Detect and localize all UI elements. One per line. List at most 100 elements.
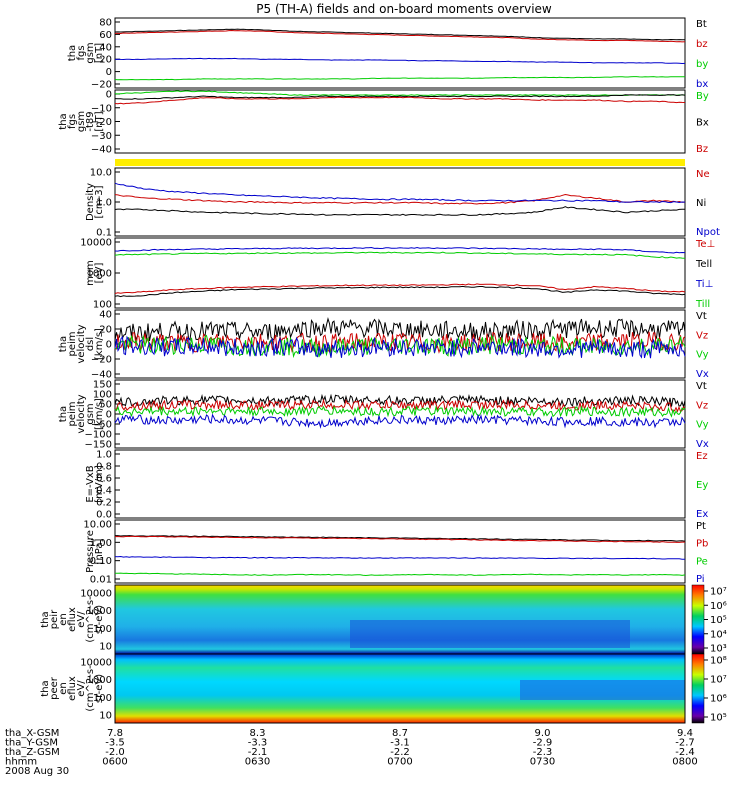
series-5-3 bbox=[114, 335, 686, 359]
ytick-label: 1.0 bbox=[96, 450, 112, 461]
series-8-3 bbox=[114, 555, 685, 560]
ion-colorbar bbox=[691, 584, 705, 655]
panel-2-ylabel-line: gsm bbox=[76, 111, 87, 132]
panel-10-ylabel-line: eV/ bbox=[76, 680, 87, 697]
ytick-label: 1000 bbox=[87, 606, 112, 617]
series-3-0 bbox=[114, 193, 686, 205]
ytick-label: 0.0 bbox=[96, 510, 112, 521]
panel-3-ylabel-line: [cm-3] bbox=[94, 185, 105, 218]
panel-5-frame bbox=[114, 309, 686, 379]
panel-4-ylabel-line: [eV] bbox=[94, 263, 105, 284]
footer-date: 2008 Aug 30 bbox=[5, 766, 69, 777]
ytick-label: 0 bbox=[106, 67, 112, 78]
legend-5-0: Vt bbox=[696, 311, 707, 322]
series-1-0 bbox=[114, 28, 685, 41]
panel-10-ylabel-line: tha bbox=[40, 680, 51, 696]
ytick-label: 1.0 bbox=[96, 198, 112, 209]
legend-6-2: Vy bbox=[696, 420, 709, 431]
ytick-label: 100 bbox=[93, 693, 112, 704]
series-4-2 bbox=[114, 246, 686, 254]
panel-1-ylabel-line: tha bbox=[67, 45, 78, 61]
panel-1-frame bbox=[114, 17, 686, 89]
footer-row-value: -2.3 bbox=[533, 747, 553, 758]
panel-8-ylabel-line: [nPa] bbox=[94, 538, 105, 564]
panel-10-ylabel-line: peer bbox=[49, 676, 60, 700]
ytick-label: 100 bbox=[93, 390, 112, 401]
legend-7-2: Ex bbox=[696, 509, 708, 520]
panel-8-ylabel-line: Pressure bbox=[85, 530, 96, 573]
ion-spectrogram-panel bbox=[114, 584, 705, 655]
ytick-label: 0.6 bbox=[96, 474, 112, 485]
panel-9-ylabel-line: eV/ bbox=[76, 611, 87, 628]
legend-1-1: bz bbox=[696, 39, 708, 50]
legend-4-3: Till bbox=[695, 299, 710, 310]
panel-3-frame bbox=[114, 167, 686, 237]
series-6-2 bbox=[114, 405, 686, 418]
series-5-1 bbox=[114, 331, 686, 354]
series-5-0 bbox=[114, 317, 686, 342]
legend-2-0: By bbox=[696, 91, 709, 102]
panel-7-ylabel-line: [mV/m] bbox=[94, 465, 105, 503]
ytick-label: 20 bbox=[99, 55, 112, 66]
panel-5-ylabel-line: tha bbox=[58, 336, 69, 352]
quality-flag-bar bbox=[115, 159, 685, 166]
footer-row-label: tha_X-GSM bbox=[5, 728, 59, 739]
ytick-label: 10.0 bbox=[90, 168, 112, 179]
ytick-label: 10 bbox=[99, 642, 112, 653]
cbar-tick-label: 10⁷ bbox=[710, 675, 727, 686]
panel-2-ylabel-line: [nT] bbox=[94, 111, 105, 131]
panel-2-frame bbox=[114, 89, 686, 154]
legend-8-1: Pb bbox=[696, 539, 708, 550]
footer-row-value: 0700 bbox=[387, 757, 412, 768]
ytick-label: 1000 bbox=[87, 675, 112, 686]
ion-spectrogram-dark-band bbox=[350, 620, 630, 648]
footer-row-value: -3.5 bbox=[105, 738, 125, 749]
footer-row-value: -2.1 bbox=[248, 747, 268, 758]
ytick-label: 0 bbox=[106, 90, 112, 101]
series-1-1 bbox=[115, 29, 686, 43]
legend-5-1: Vz bbox=[696, 330, 708, 341]
ytick-label: 10.00 bbox=[83, 520, 112, 531]
ytick-label: 100 bbox=[93, 624, 112, 635]
ytick-label: 40 bbox=[99, 42, 112, 53]
panel-6-ylabel-line: velocity bbox=[76, 394, 87, 433]
legend-4-1: Tell bbox=[695, 259, 712, 270]
footer-row-value: -2.9 bbox=[533, 738, 553, 749]
ytick-label: 0.8 bbox=[96, 462, 112, 473]
electron-colorbar bbox=[691, 653, 705, 724]
panel-5-ylabel-line: peim bbox=[67, 331, 78, 356]
series-8-2 bbox=[114, 572, 686, 577]
electron-spectrogram-frame bbox=[114, 653, 686, 724]
footer-row-value: 8.7 bbox=[392, 728, 408, 739]
legend-8-0: Pt bbox=[696, 521, 706, 532]
panel-3: Density[cm-3] 10.0 1.0 0.1 Ne Ni Npot bbox=[85, 167, 720, 239]
legend-5-2: Vy bbox=[696, 350, 709, 361]
panel-9-ylabel-line: sr-eV) bbox=[94, 605, 105, 634]
ytick-label: 150 bbox=[93, 380, 112, 391]
panel-8-frame bbox=[114, 519, 686, 584]
panel-6-ylabel-line: tha bbox=[58, 406, 69, 422]
footer-row-value: -2.4 bbox=[675, 747, 695, 758]
panel-7-ylabel-line: E=-VxB bbox=[85, 465, 96, 502]
footer-row-value: -3.3 bbox=[248, 738, 268, 749]
footer-row-value: 8.3 bbox=[250, 728, 266, 739]
ytick-label: 0.10 bbox=[90, 556, 112, 567]
legend-7-1: Ey bbox=[696, 480, 708, 491]
footer-row-value: -2.0 bbox=[105, 747, 125, 758]
footer-row-label: tha_Z-GSM bbox=[5, 747, 60, 758]
ytick-label: 1000 bbox=[87, 269, 112, 280]
series-3-1 bbox=[114, 206, 686, 216]
legend-2-2: Bz bbox=[696, 144, 708, 155]
ytick-label: 1.00 bbox=[90, 538, 112, 549]
panel-7-frame bbox=[114, 449, 686, 519]
panel-4: mom[eV] 10000 1000 100 Te⊥ Tell Ti⊥ Till bbox=[80, 237, 715, 311]
footer-ephemeris: tha_X-GSM 7.8 8.3 8.7 9.0 9.4 tha_Y-GSM -3.5 -3.… bbox=[5, 728, 698, 777]
series-4-0 bbox=[114, 283, 686, 294]
footer-row-label: hhmm bbox=[5, 757, 37, 768]
panel-9-ylabel-line: peir bbox=[49, 609, 60, 629]
ytick-label: −150 bbox=[85, 440, 112, 451]
ytick-label: 80 bbox=[99, 18, 112, 29]
